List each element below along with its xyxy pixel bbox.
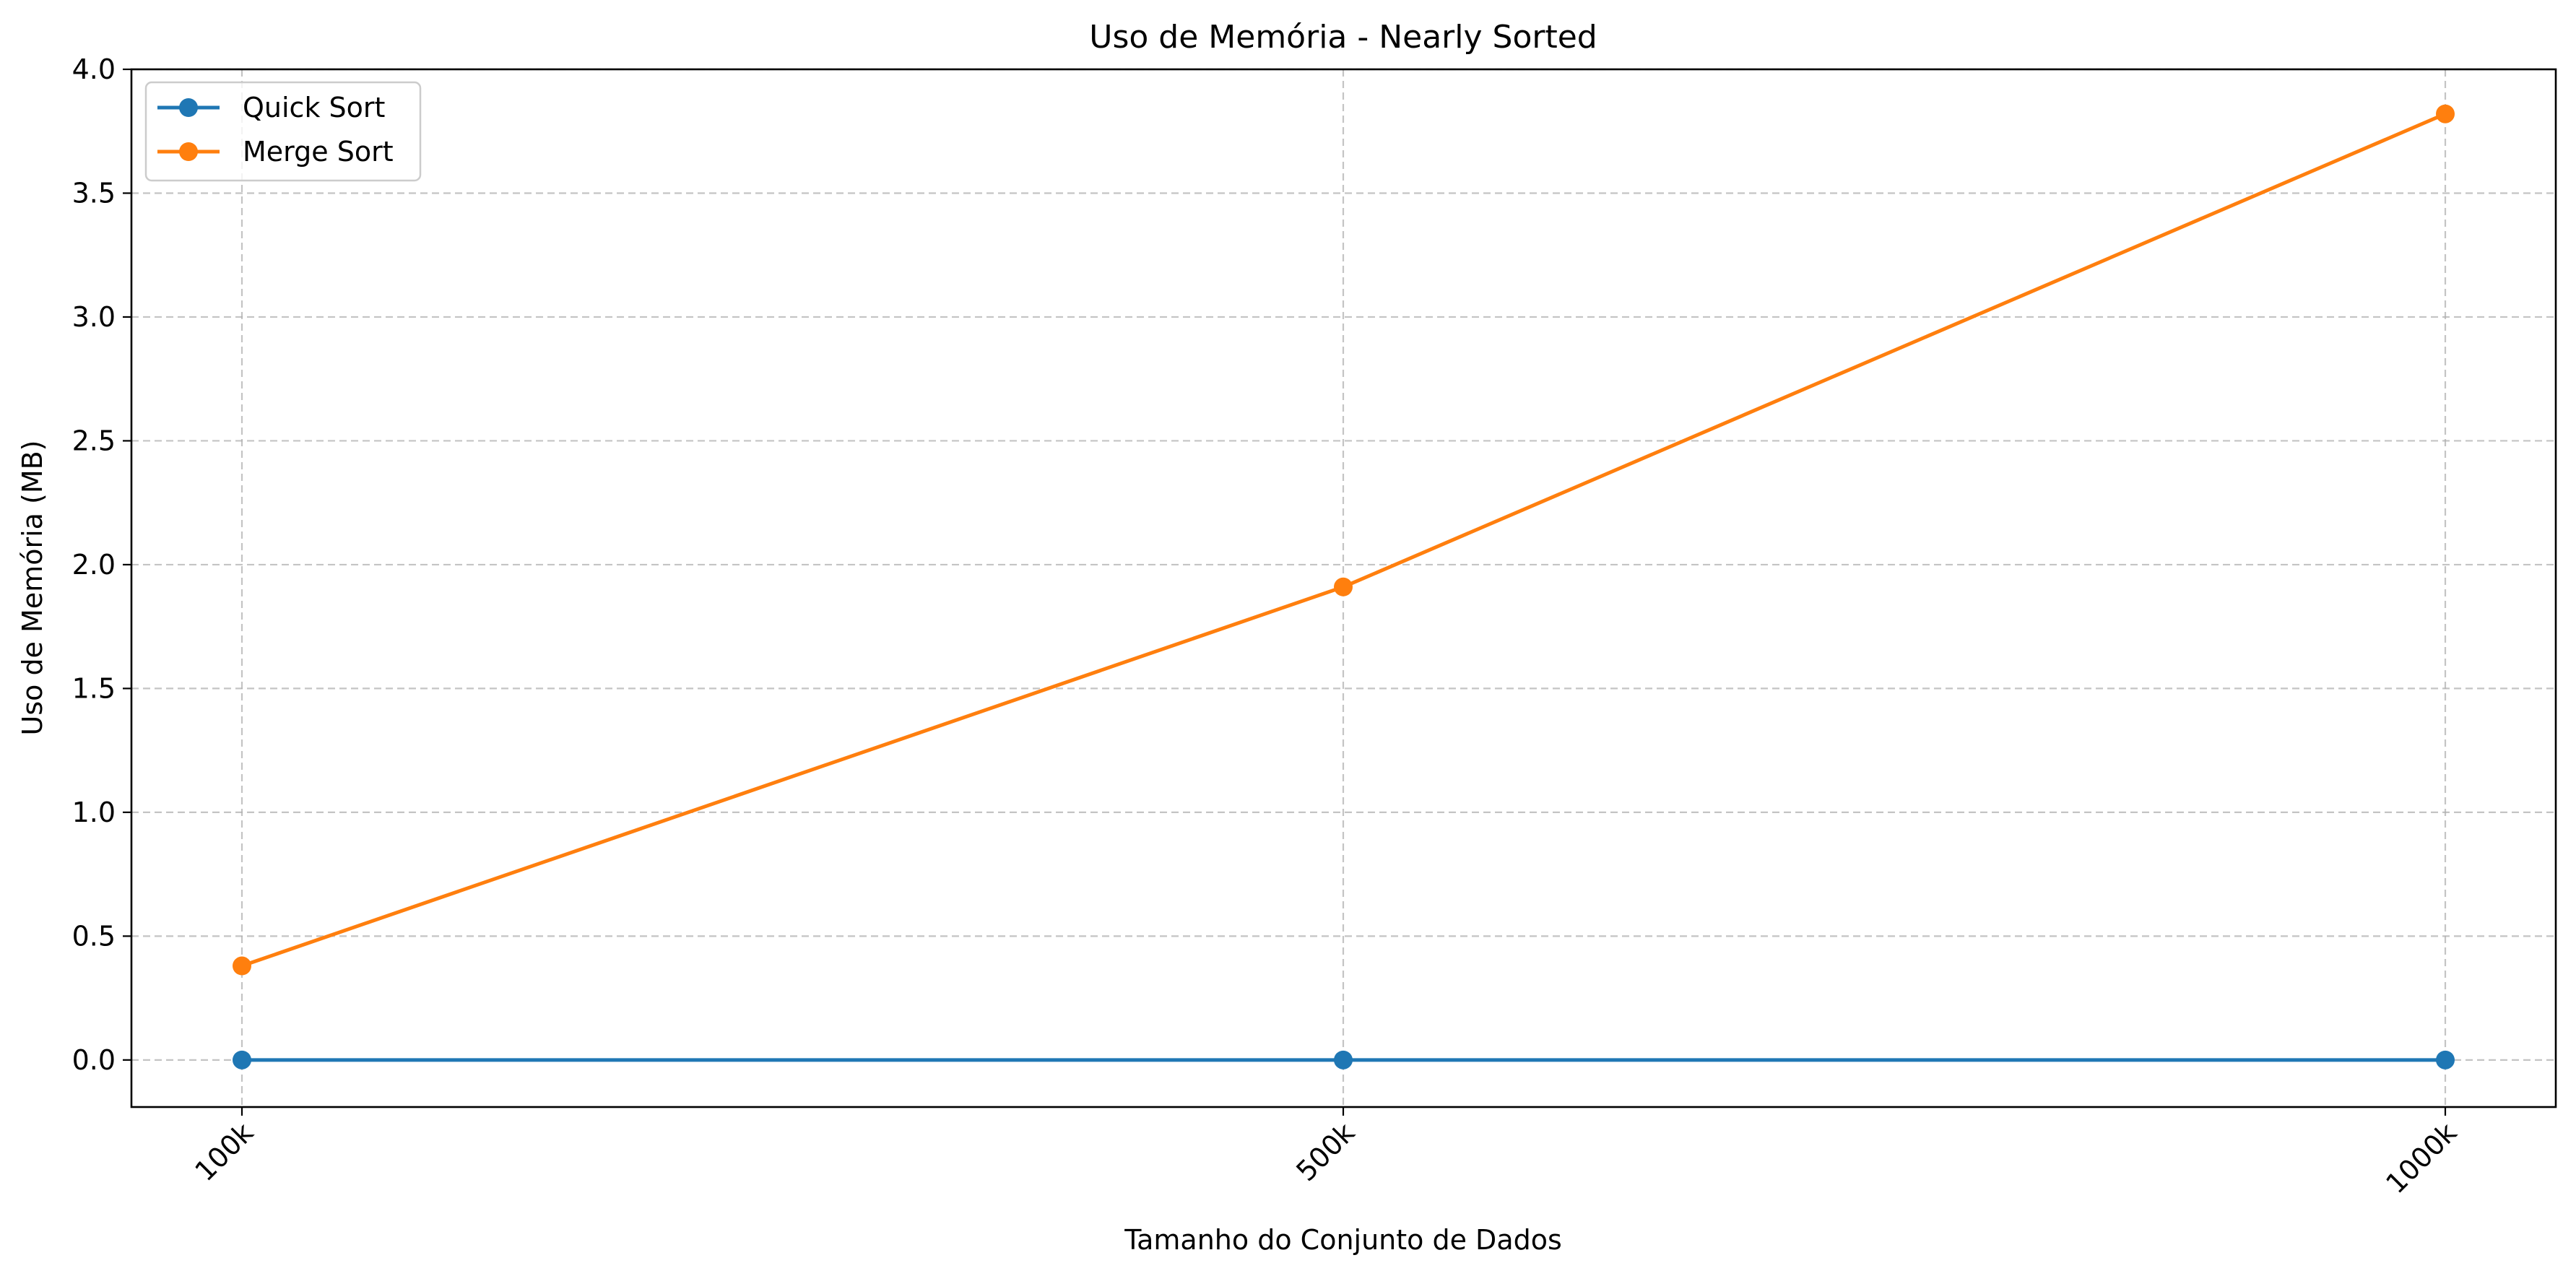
y-axis-label: Uso de Memória (MB) [17, 440, 48, 735]
series-layer [233, 104, 2455, 1069]
y-tick-label: 2.5 [72, 425, 116, 456]
data-point-merge-sort [233, 956, 251, 976]
legend-marker-quick-sort [179, 98, 198, 117]
y-tick-label: 3.0 [72, 301, 116, 333]
y-tick-label: 3.5 [72, 177, 116, 209]
legend-marker-merge-sort [179, 142, 198, 161]
legend-label-merge-sort: Merge Sort [243, 136, 394, 168]
legend-label-quick-sort: Quick Sort [243, 92, 385, 123]
y-tick-label: 2.0 [72, 549, 116, 581]
data-point-merge-sort [1334, 577, 1353, 596]
data-point-quick-sort [233, 1050, 251, 1069]
y-tick-label: 0.5 [72, 920, 116, 952]
data-point-quick-sort [1334, 1050, 1353, 1069]
y-tick-label: 0.0 [72, 1044, 116, 1076]
y-tick-label: 4.0 [72, 53, 116, 85]
y-tick-label: 1.5 [72, 672, 116, 704]
chart-title: Uso de Memória - Nearly Sorted [1089, 19, 1597, 56]
data-point-merge-sort [2436, 104, 2455, 123]
y-tick-label: 1.0 [72, 797, 116, 828]
x-axis-label: Tamanho do Conjunto de Dados [1124, 1224, 1562, 1256]
data-point-quick-sort [2436, 1050, 2455, 1069]
legend: Quick Sort Merge Sort [144, 81, 422, 182]
